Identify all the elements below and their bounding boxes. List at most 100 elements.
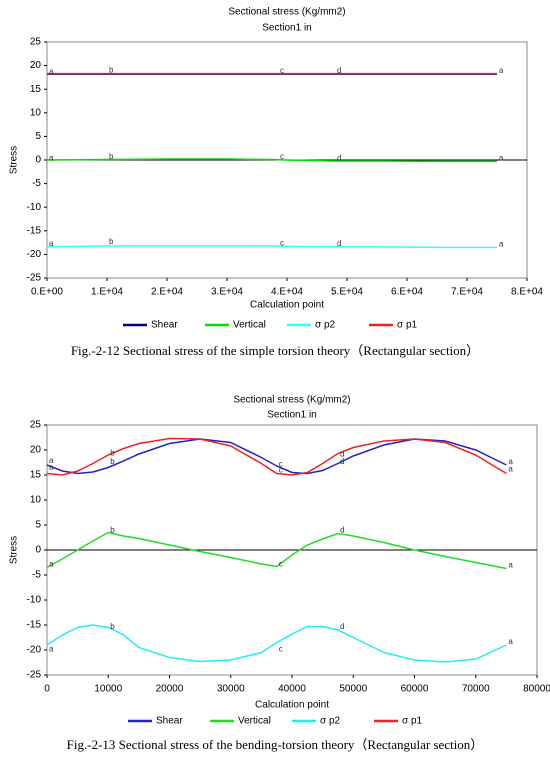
point-annotation: c bbox=[280, 238, 284, 247]
legend-label: Shear bbox=[156, 716, 183, 727]
legend-label: Vertical bbox=[233, 320, 266, 331]
y-tick-label: -25 bbox=[27, 273, 42, 284]
y-tick-label: 25 bbox=[30, 37, 42, 48]
x-tick-label: 60000 bbox=[401, 684, 429, 695]
point-annotation: d bbox=[340, 526, 344, 535]
point-annotation: a bbox=[499, 239, 504, 248]
y-tick-label: 5 bbox=[35, 520, 41, 531]
x-tick-label: 20000 bbox=[156, 684, 184, 695]
point-annotation: c bbox=[279, 460, 283, 469]
chart-subtitle: Section1 in bbox=[267, 410, 316, 421]
point-annotation: c bbox=[279, 645, 283, 654]
chart-title: Sectional stress (Kg/mm2) bbox=[233, 395, 350, 406]
point-annotation: d bbox=[337, 154, 341, 163]
x-tick-label: 4.E+04 bbox=[271, 287, 303, 298]
y-tick-label: 20 bbox=[30, 60, 42, 71]
point-annotation: a bbox=[49, 239, 54, 248]
point-annotation: b bbox=[110, 449, 115, 458]
x-tick-label: 1.E+04 bbox=[91, 287, 123, 298]
y-tick-label: -20 bbox=[27, 249, 42, 260]
point-annotation: a bbox=[49, 463, 54, 472]
point-annotation: a bbox=[49, 456, 54, 465]
point-annotation: d bbox=[340, 622, 344, 631]
chart-title: Sectional stress (Kg/mm2) bbox=[228, 7, 345, 18]
point-annotation: a bbox=[49, 154, 54, 163]
x-tick-label: 3.E+04 bbox=[211, 287, 243, 298]
x-tick-label: 8.E+04 bbox=[511, 287, 543, 298]
chart-subtitle: Section1 in bbox=[262, 23, 311, 34]
x-tick-label: 70000 bbox=[462, 684, 490, 695]
y-tick-label: 0 bbox=[35, 545, 41, 556]
y-axis-label: Stress bbox=[9, 146, 20, 174]
y-tick-label: -10 bbox=[27, 202, 42, 213]
legend-label: σ p2 bbox=[315, 320, 336, 331]
point-annotation: b bbox=[110, 526, 115, 535]
point-annotation: b bbox=[109, 66, 114, 75]
x-tick-label: 5.E+04 bbox=[331, 287, 363, 298]
x-axis-label: Calculation point bbox=[250, 300, 324, 311]
series-line bbox=[46, 438, 507, 475]
legend-label: σ p2 bbox=[320, 716, 341, 727]
y-tick-label: 5 bbox=[35, 131, 41, 142]
x-tick-label: 0.E+00 bbox=[31, 287, 63, 298]
y-tick-label: 10 bbox=[30, 495, 42, 506]
point-annotation: d bbox=[340, 450, 344, 459]
y-tick-label: -5 bbox=[32, 178, 41, 189]
x-tick-label: 7.E+04 bbox=[451, 287, 483, 298]
point-annotation: a bbox=[499, 66, 504, 75]
point-annotation: a bbox=[508, 561, 513, 570]
point-annotation: c bbox=[279, 560, 283, 569]
point-annotation: b bbox=[109, 237, 114, 246]
x-tick-label: 80000 bbox=[523, 684, 550, 695]
y-tick-label: 10 bbox=[30, 107, 42, 118]
y-tick-label: -25 bbox=[27, 670, 42, 681]
y-axis-label: Stress bbox=[9, 536, 20, 564]
point-annotation: a bbox=[508, 465, 513, 474]
legend-label: σ p1 bbox=[402, 716, 423, 727]
x-tick-label: 0 bbox=[44, 684, 50, 695]
legend-label: Vertical bbox=[238, 716, 271, 727]
point-annotation: a bbox=[508, 637, 513, 646]
y-tick-label: 25 bbox=[30, 420, 42, 431]
figure-caption: Fig.-2-12 Sectional stress of the simple… bbox=[71, 343, 479, 358]
y-tick-label: -20 bbox=[27, 645, 42, 656]
series-line bbox=[46, 624, 507, 663]
point-annotation: a bbox=[49, 560, 54, 569]
point-annotation: a bbox=[499, 154, 504, 163]
legend-label: Shear bbox=[151, 320, 178, 331]
series-line bbox=[46, 437, 507, 476]
figure-caption: Fig.-2-13 Sectional stress of the bendin… bbox=[67, 737, 484, 752]
x-tick-label: 50000 bbox=[339, 684, 367, 695]
y-tick-label: 0 bbox=[35, 155, 41, 166]
point-annotation: c bbox=[279, 466, 283, 475]
y-tick-label: -15 bbox=[27, 225, 42, 236]
y-tick-label: 15 bbox=[30, 84, 42, 95]
series-line bbox=[46, 531, 507, 570]
x-tick-label: 40000 bbox=[278, 684, 306, 695]
point-annotation: b bbox=[109, 152, 114, 161]
series-line bbox=[46, 245, 497, 249]
legend-label: σ p1 bbox=[397, 320, 418, 331]
y-tick-label: -15 bbox=[27, 620, 42, 631]
point-annotation: d bbox=[337, 239, 341, 248]
point-annotation: c bbox=[280, 152, 284, 161]
x-axis-label: Calculation point bbox=[255, 700, 329, 711]
x-tick-label: 2.E+04 bbox=[151, 287, 183, 298]
x-tick-label: 6.E+04 bbox=[391, 287, 423, 298]
point-annotation: a bbox=[508, 457, 513, 466]
point-annotation: c bbox=[280, 66, 284, 75]
series-line bbox=[46, 158, 497, 163]
x-tick-label: 30000 bbox=[217, 684, 245, 695]
x-tick-label: 10000 bbox=[94, 684, 122, 695]
y-tick-label: 15 bbox=[30, 470, 42, 481]
point-annotation: a bbox=[49, 645, 54, 654]
y-tick-label: 20 bbox=[30, 445, 42, 456]
point-annotation: a bbox=[49, 67, 54, 76]
point-annotation: d bbox=[340, 457, 344, 466]
point-annotation: b bbox=[110, 622, 115, 631]
y-tick-label: -10 bbox=[27, 595, 42, 606]
y-tick-label: -5 bbox=[32, 570, 41, 581]
point-annotation: b bbox=[110, 457, 115, 466]
point-annotation: d bbox=[337, 66, 341, 75]
